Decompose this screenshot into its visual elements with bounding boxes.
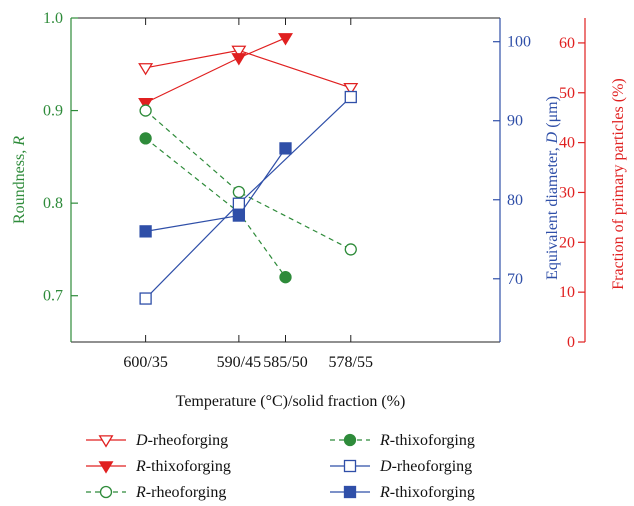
- right-inner-axis-title-unit: (μm): [544, 96, 561, 132]
- legend-entry-3: R-thixoforging: [330, 432, 475, 449]
- data-point: [344, 90, 357, 104]
- right-outer-tick-label: 30: [559, 184, 575, 201]
- x-tick-label: 585/50: [263, 354, 307, 371]
- right-outer-axis-title: Fraction of primary particles (%): [610, 78, 627, 289]
- right-outer-tick-label: 20: [559, 234, 575, 251]
- data-point: [232, 185, 246, 199]
- series-2: [139, 104, 357, 256]
- legend-marker: [343, 485, 357, 499]
- series-line: [145, 37, 286, 104]
- right-inner-axis-title: Equivalent diameter, D (μm): [544, 96, 561, 280]
- legend-marker: [343, 433, 357, 447]
- data-point: [279, 142, 292, 155]
- legend-label-suffix: -rheoforging: [146, 484, 227, 501]
- series-line: [145, 96, 352, 299]
- legend-label-var: R: [379, 484, 390, 501]
- right-inner-axis-title-var: D: [544, 131, 561, 144]
- data-point: [344, 243, 357, 256]
- right-outer-tick-label: 10: [559, 284, 575, 301]
- legend-entry-4: D-rheoforging: [330, 458, 472, 475]
- series-line: [145, 148, 286, 232]
- left-axis-title: Roundness, R: [11, 136, 28, 224]
- left-tick-label: 0.9: [43, 103, 63, 120]
- x-axis-title: Temperature (°C)/solid fraction (%): [176, 393, 406, 410]
- x-tick-label: 578/55: [329, 354, 373, 371]
- right-inner-tick-label: 80: [507, 192, 523, 209]
- left-tick-label: 0.7: [43, 288, 63, 305]
- data-point: [231, 53, 247, 66]
- legend-label: D-rheoforging: [135, 432, 228, 449]
- legend: D-rheoforgingR-thixoforgingR-rheoforging…: [86, 432, 475, 501]
- series-line: [145, 110, 352, 250]
- legend-label-suffix: -rheoforging: [148, 432, 229, 449]
- data-point: [278, 33, 293, 46]
- x-tick-label: 590/45: [217, 354, 261, 371]
- data-point: [279, 271, 292, 284]
- data-point: [139, 225, 152, 238]
- right-inner-axis-title-text: Equivalent diameter,: [544, 143, 561, 280]
- series-0: [138, 45, 359, 96]
- left-axis-title-text: Roundness,: [11, 146, 28, 224]
- left-tick-label: 0.8: [43, 195, 63, 212]
- left-tick-label: 1.0: [43, 10, 63, 27]
- data-point: [138, 63, 154, 76]
- legend-entry-5: R-thixoforging: [330, 484, 475, 501]
- data-point: [232, 209, 246, 222]
- data-point: [231, 45, 247, 58]
- legend-label-suffix: -thixoforging: [146, 458, 231, 475]
- legend-label: R-thixoforging: [379, 432, 475, 449]
- legend-entry-0: D-rheoforging: [86, 432, 228, 449]
- legend-label-suffix: -rheoforging: [392, 458, 473, 475]
- legend-marker: [98, 435, 114, 448]
- series-line: [145, 49, 351, 89]
- legend-entry-2: R-rheoforging: [86, 484, 226, 501]
- left-axis-title-var: R: [11, 136, 28, 147]
- legend-label: D-rheoforging: [379, 458, 472, 475]
- data-point: [139, 104, 152, 117]
- right-outer-tick-label: 40: [559, 135, 575, 152]
- right-inner-tick-label: 70: [507, 271, 523, 288]
- data-point: [232, 197, 246, 210]
- right-outer-tick-label: 60: [559, 35, 575, 52]
- legend-label-var: D: [379, 458, 392, 475]
- legend-marker: [98, 461, 114, 474]
- data-point: [138, 97, 154, 111]
- data-point: [139, 132, 152, 145]
- legend-label-var: D: [135, 432, 148, 449]
- data-point: [139, 292, 152, 305]
- legend-label-suffix: -thixoforging: [390, 432, 475, 449]
- legend-label: R-thixoforging: [379, 484, 475, 501]
- series-group: [138, 33, 359, 305]
- right-outer-tick-label: 50: [559, 85, 575, 102]
- series-line: [145, 137, 286, 278]
- legend-entry-1: R-thixoforging: [86, 458, 231, 475]
- legend-label-var: R: [135, 484, 146, 501]
- right-inner-tick-label: 100: [507, 34, 531, 51]
- legend-marker: [99, 485, 113, 499]
- series-1: [138, 33, 293, 111]
- legend-marker: [343, 459, 357, 473]
- legend-label-var: R: [135, 458, 146, 475]
- series-5: [139, 142, 292, 238]
- legend-label: R-thixoforging: [135, 458, 231, 475]
- legend-label-var: R: [379, 432, 390, 449]
- right-outer-tick-label: 0: [567, 334, 575, 351]
- x-tick-label: 600/35: [123, 354, 167, 371]
- right-inner-tick-label: 90: [507, 113, 523, 130]
- legend-label: R-rheoforging: [135, 484, 226, 501]
- data-point: [343, 83, 359, 96]
- series-4: [139, 90, 357, 305]
- legend-label-suffix: -thixoforging: [390, 484, 475, 501]
